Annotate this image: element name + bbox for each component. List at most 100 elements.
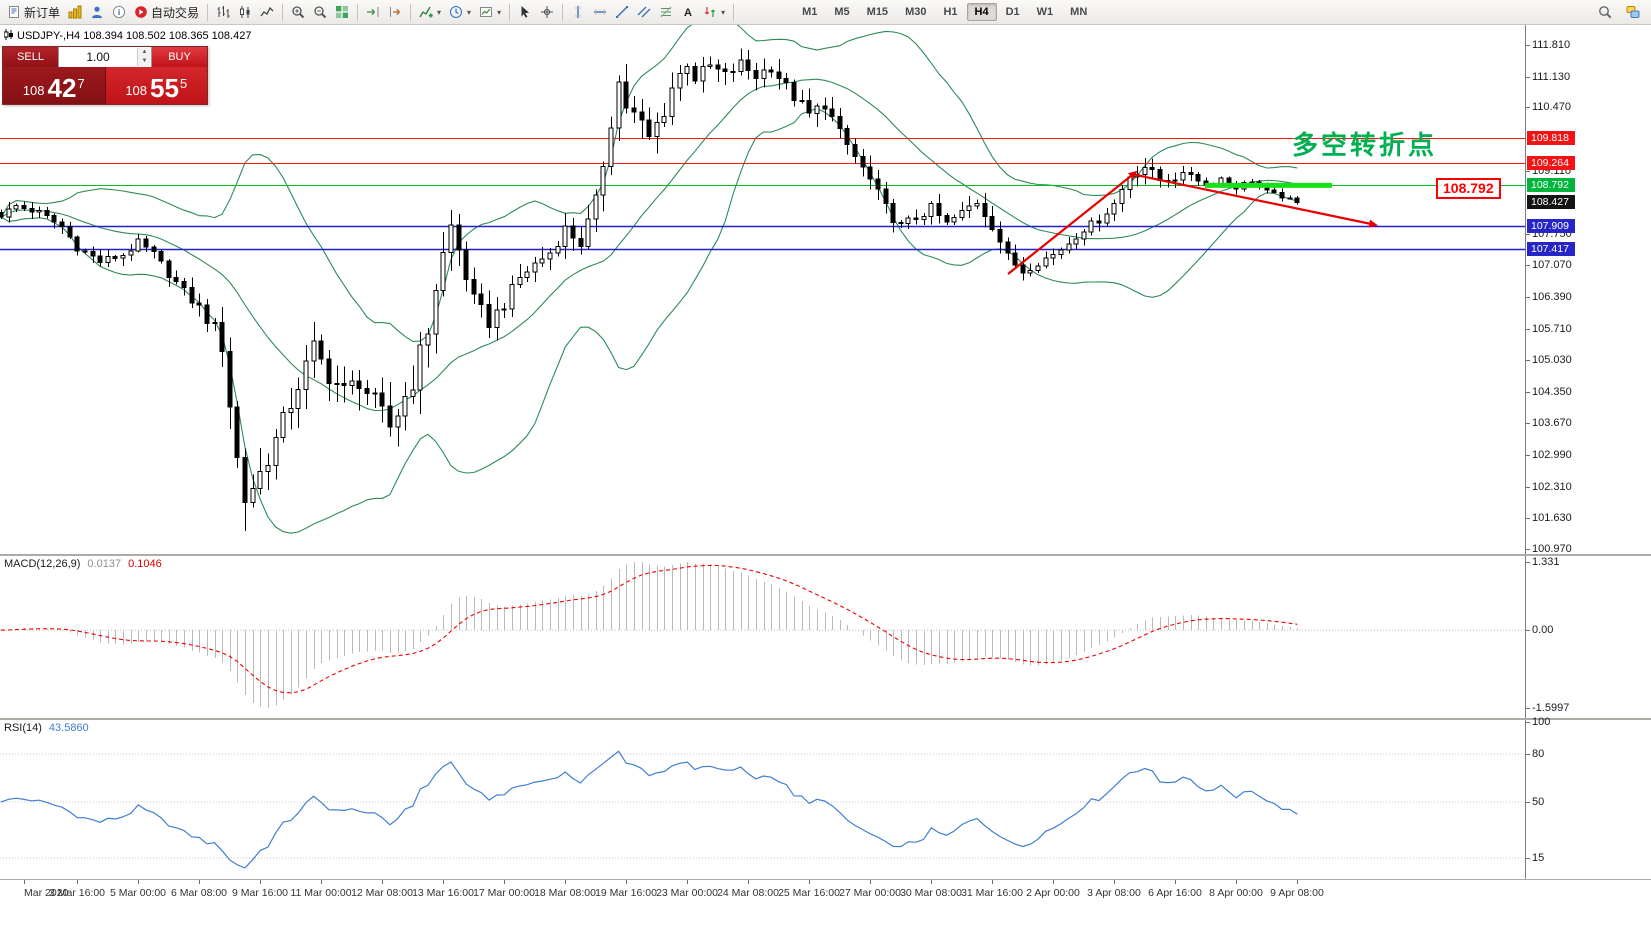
volume-value[interactable]: 1.00 bbox=[86, 50, 110, 64]
trendline-button[interactable] bbox=[611, 1, 633, 24]
trend-arrow[interactable] bbox=[1135, 173, 1378, 228]
panel-splitter[interactable] bbox=[0, 718, 1651, 720]
timeframe-mn-button[interactable]: MN bbox=[1070, 6, 1088, 18]
timeframe-d1-button[interactable]: D1 bbox=[1005, 6, 1020, 18]
new-order-button[interactable]: 新订单 bbox=[3, 1, 64, 24]
time-label: 31 Mar 16:00 bbox=[961, 887, 1023, 899]
price-level-callout: 108.792 bbox=[1436, 178, 1501, 199]
dropdown-caret-icon: ▾ bbox=[437, 7, 442, 17]
volume-up-icon[interactable]: ▲ bbox=[138, 48, 151, 57]
time-label: 19 Mar 16:00 bbox=[595, 887, 657, 899]
one-click-trading-panel: SELL 1.00 ▲ ▼ BUY 108 42 7 108 55 5 bbox=[2, 46, 208, 105]
rsi-panel[interactable]: RSI(14) 43.5860 bbox=[0, 720, 1525, 879]
time-label: 6 Apr 16:00 bbox=[1148, 887, 1202, 899]
cursor-icon bbox=[518, 5, 532, 19]
time-tick bbox=[504, 880, 505, 884]
rsi-line bbox=[0, 750, 1298, 869]
price-tick bbox=[1526, 360, 1530, 361]
zoom-out-button[interactable] bbox=[309, 1, 331, 24]
candlestick-chart-icon bbox=[238, 5, 252, 19]
macd-tick-label: 1.331 bbox=[1532, 556, 1560, 568]
time-label: 9 Apr 08:00 bbox=[1270, 887, 1324, 899]
time-label: 24 Mar 08:00 bbox=[717, 887, 779, 899]
volume-field[interactable]: 1.00 ▲ ▼ bbox=[58, 47, 152, 67]
timeframe-m15-button[interactable]: M15 bbox=[866, 6, 889, 18]
templates-button[interactable]: ▾ bbox=[475, 1, 505, 24]
rsi-tick-label: 50 bbox=[1532, 796, 1545, 808]
rsi-tick-label: 80 bbox=[1532, 748, 1545, 760]
chart-shift-button[interactable] bbox=[384, 1, 406, 24]
indicators-button[interactable]: ▾ bbox=[415, 1, 445, 24]
zoom-in-button[interactable] bbox=[287, 1, 309, 24]
time-tick bbox=[870, 880, 871, 884]
fibonacci-icon bbox=[659, 5, 673, 19]
macd-axis[interactable]: 1.331 0.00 -1.5997 bbox=[1525, 556, 1651, 718]
crosshair-button[interactable] bbox=[536, 1, 558, 24]
profiles-icon bbox=[90, 5, 104, 19]
fibonacci-button[interactable] bbox=[655, 1, 677, 24]
line-chart-button[interactable] bbox=[256, 1, 278, 24]
cursor-button[interactable] bbox=[514, 1, 536, 24]
panel-splitter[interactable] bbox=[0, 554, 1651, 556]
buy-button[interactable]: BUY bbox=[152, 47, 207, 67]
channel-button[interactable] bbox=[633, 1, 655, 24]
toolbar-separator bbox=[357, 3, 359, 21]
macd-tick bbox=[1526, 708, 1530, 709]
timeframe-m1-button[interactable]: M1 bbox=[802, 6, 818, 18]
search-button[interactable] bbox=[1594, 1, 1616, 24]
price-tick bbox=[1526, 77, 1530, 78]
price-tick bbox=[1526, 234, 1530, 235]
time-label: 9 Mar 16:00 bbox=[231, 887, 289, 899]
community-chat-button[interactable] bbox=[1622, 1, 1644, 24]
time-tick bbox=[992, 880, 993, 884]
time-tick bbox=[748, 880, 749, 884]
price-tick bbox=[1526, 455, 1530, 456]
price-tick-label: 102.310 bbox=[1532, 481, 1572, 493]
candlestick-chart-button[interactable] bbox=[234, 1, 256, 24]
macd-tick-label: -1.5997 bbox=[1532, 702, 1570, 714]
macd-chart-svg[interactable] bbox=[0, 556, 1525, 718]
price-chart-svg[interactable] bbox=[0, 10, 1525, 554]
time-label: 6 Mar 08:00 bbox=[170, 887, 228, 899]
data-window-button[interactable]: i bbox=[108, 1, 130, 24]
trend-arrow[interactable] bbox=[1007, 170, 1138, 275]
auto-trading-button[interactable]: 自动交易 bbox=[130, 1, 203, 24]
timeframe-m30-button[interactable]: M30 bbox=[905, 6, 927, 18]
price-tick-label: 100.970 bbox=[1532, 543, 1572, 555]
price-tick-label: 111.130 bbox=[1532, 71, 1571, 83]
zoom-in-icon bbox=[291, 5, 305, 19]
horizontal-line-button[interactable] bbox=[589, 1, 611, 24]
candles-layer bbox=[0, 48, 1300, 532]
periods-button[interactable]: ▾ bbox=[445, 1, 475, 24]
timeframe-w1-button[interactable]: W1 bbox=[1036, 6, 1054, 18]
rsi-chart-svg[interactable] bbox=[0, 720, 1525, 879]
price-tick-label: 111.810 bbox=[1532, 39, 1571, 51]
main-chart-panel[interactable]: USDJPY-,H4 108.394 108.502 108.365 108.4… bbox=[0, 10, 1525, 554]
macd-panel[interactable]: MACD(12,26,9) 0.0137 0.1046 bbox=[0, 556, 1525, 718]
tile-windows-button[interactable] bbox=[331, 1, 353, 24]
bar-chart-button[interactable] bbox=[212, 1, 234, 24]
auto-scroll-button[interactable] bbox=[362, 1, 384, 24]
vertical-line-button[interactable] bbox=[567, 1, 589, 24]
arrows-tool-button[interactable]: ▾ bbox=[699, 1, 729, 24]
profiles-button[interactable] bbox=[86, 1, 108, 24]
charts-button[interactable] bbox=[64, 1, 86, 24]
macd-histogram bbox=[8, 562, 1299, 708]
rsi-axis[interactable]: 100 80 50 15 bbox=[1525, 716, 1651, 879]
time-tick bbox=[565, 880, 566, 884]
sell-button[interactable]: SELL bbox=[3, 47, 58, 67]
timeframe-h1-button[interactable]: H1 bbox=[943, 6, 958, 18]
buy-price-button[interactable]: 108 55 5 bbox=[105, 67, 207, 104]
price-axis[interactable]: 111.810 111.130 110.470 109.110 107.750 107.0… bbox=[1525, 25, 1651, 555]
price-tick-label: 110.470 bbox=[1532, 101, 1571, 113]
text-label-button[interactable]: A bbox=[677, 1, 699, 24]
time-axis[interactable]: Mar 2020 3 Mar 16:00 5 Mar 00:00 6 Mar 08:0… bbox=[0, 880, 1651, 945]
timeframe-h4-button[interactable]: H4 bbox=[966, 3, 997, 21]
volume-down-icon[interactable]: ▼ bbox=[138, 57, 151, 66]
price-tick-label: 106.390 bbox=[1532, 291, 1572, 303]
timeframe-m5-button[interactable]: M5 bbox=[834, 6, 850, 18]
time-tick bbox=[138, 880, 139, 884]
symbol-icon bbox=[3, 29, 13, 43]
sell-price-button[interactable]: 108 42 7 bbox=[3, 67, 106, 104]
periods-icon bbox=[449, 5, 463, 19]
